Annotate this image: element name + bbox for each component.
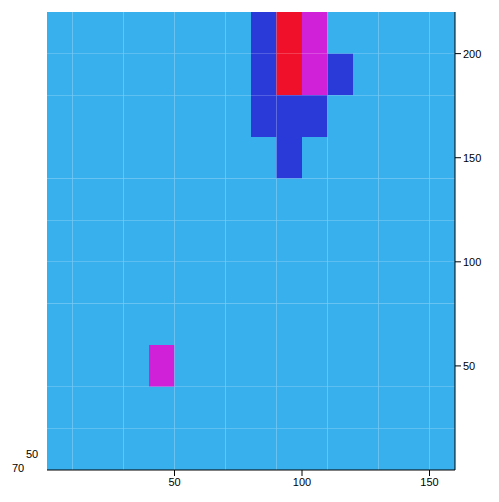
- svg-text:200: 200: [463, 48, 481, 60]
- html-text:70: 70: [12, 462, 25, 474]
- svg-text:150: 150: [463, 152, 481, 164]
- svg-text:50: 50: [168, 476, 180, 488]
- svg-text:50: 50: [463, 360, 475, 372]
- svg-text:150: 150: [420, 476, 438, 488]
- html-text:50: 50: [26, 448, 39, 460]
- svg-text:100: 100: [463, 256, 481, 268]
- svg-text:100: 100: [293, 476, 311, 488]
